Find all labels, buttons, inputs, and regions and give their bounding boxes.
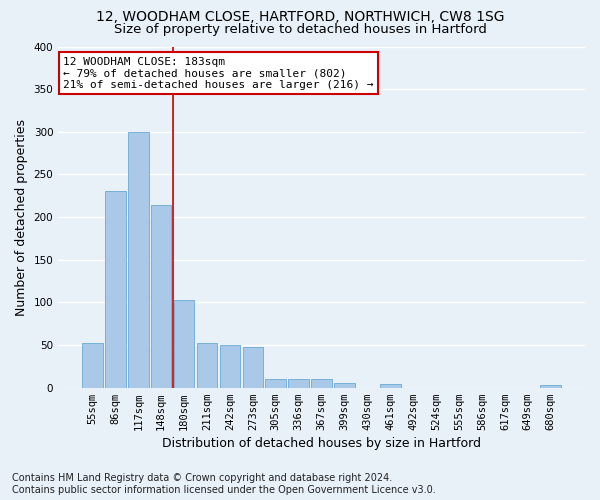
Bar <box>174 300 194 388</box>
Bar <box>82 344 103 388</box>
X-axis label: Distribution of detached houses by size in Hartford: Distribution of detached houses by size … <box>162 437 481 450</box>
Bar <box>289 379 309 388</box>
Text: Size of property relative to detached houses in Hartford: Size of property relative to detached ho… <box>113 22 487 36</box>
Bar <box>334 384 355 388</box>
Bar <box>220 345 240 388</box>
Text: 12 WOODHAM CLOSE: 183sqm
← 79% of detached houses are smaller (802)
21% of semi-: 12 WOODHAM CLOSE: 183sqm ← 79% of detach… <box>64 56 374 90</box>
Y-axis label: Number of detached properties: Number of detached properties <box>15 118 28 316</box>
Bar <box>541 385 561 388</box>
Bar <box>197 344 217 388</box>
Text: Contains HM Land Registry data © Crown copyright and database right 2024.
Contai: Contains HM Land Registry data © Crown c… <box>12 474 436 495</box>
Bar <box>380 384 401 388</box>
Bar <box>311 379 332 388</box>
Bar <box>151 205 172 388</box>
Bar <box>105 190 125 388</box>
Bar <box>128 132 149 388</box>
Bar <box>242 347 263 388</box>
Bar <box>265 379 286 388</box>
Text: 12, WOODHAM CLOSE, HARTFORD, NORTHWICH, CW8 1SG: 12, WOODHAM CLOSE, HARTFORD, NORTHWICH, … <box>96 10 504 24</box>
